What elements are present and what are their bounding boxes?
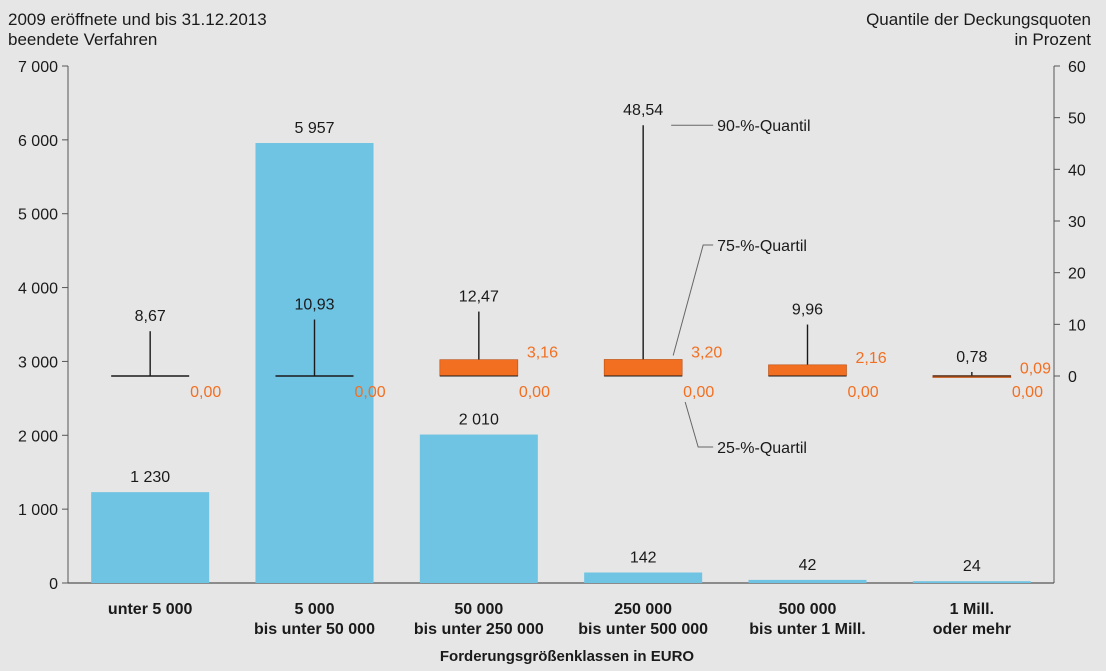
category-label: 500 000 [779, 601, 837, 618]
left-axis-tick-label: 0 [49, 576, 58, 593]
bar [748, 579, 867, 583]
right-axis-tick-label: 40 [1068, 162, 1086, 179]
bar [419, 434, 538, 583]
bar [584, 572, 703, 583]
q25-value-label: 0,00 [190, 384, 221, 401]
bar-value-label: 5 957 [294, 120, 334, 137]
left-axis-tick-label: 1 000 [18, 502, 58, 519]
right-axis-tick-label: 10 [1068, 317, 1086, 334]
category-label: bis unter 50 000 [254, 621, 375, 638]
right-axis-title-line2: in Prozent [1014, 30, 1091, 49]
q25-value-label: 0,00 [848, 384, 879, 401]
q75-value-label: 0,09 [1020, 361, 1051, 378]
bar-value-label: 42 [799, 557, 817, 574]
quartile-box [768, 364, 847, 377]
category-label: 5 000 [294, 601, 334, 618]
q75-value-label: 3,20 [691, 344, 722, 361]
right-axis-tick-label: 30 [1068, 214, 1086, 231]
right-axis-tick-label: 60 [1068, 59, 1086, 76]
left-axis-tick-label: 7 000 [18, 59, 58, 76]
quartile-box [439, 359, 519, 377]
category-label: bis unter 250 000 [414, 621, 544, 638]
bar-value-label: 1 230 [130, 469, 170, 486]
bar [91, 492, 210, 583]
q90-value-label: 48,54 [623, 102, 663, 119]
left-axis-title: 2009 eröffnete und bis 31.12.2013 beende… [8, 10, 267, 50]
q90-value-label: 12,47 [459, 289, 499, 306]
bar-value-label: 2 010 [459, 412, 499, 429]
right-axis-tick-label: 50 [1068, 111, 1086, 128]
q25-value-label: 0,00 [1012, 384, 1043, 401]
left-axis-title-line2: beendete Verfahren [8, 30, 158, 49]
q90-value-label: 8,67 [135, 308, 166, 325]
category-label: 250 000 [614, 601, 672, 618]
q90-value-label: 10,93 [294, 297, 334, 314]
annotation-q25-label: 25-%-Quartil [717, 440, 807, 457]
category-label: bis unter 1 Mill. [749, 621, 865, 638]
bar [912, 581, 1031, 583]
right-axis-tick-label: 20 [1068, 266, 1086, 283]
annotation-leader-25 [684, 401, 714, 448]
annotation-q75-label: 75-%-Quartil [717, 238, 807, 255]
left-axis-tick-label: 3 000 [18, 354, 58, 371]
x-axis-title: Forderungsgrößenklassen in EURO [440, 648, 695, 665]
q25-value-label: 0,00 [355, 384, 386, 401]
left-axis-title-line1: 2009 eröffnete und bis 31.12.2013 [8, 10, 267, 29]
category-label: 50 000 [454, 601, 503, 618]
q25-value-label: 0,00 [519, 384, 550, 401]
bar-value-label: 24 [963, 558, 981, 575]
category-label: 1 Mill. [950, 601, 994, 618]
right-axis-title-line1: Quantile der Deckungsquoten [866, 10, 1091, 29]
q90-value-label: 0,78 [956, 349, 987, 366]
q75-value-label: 2,16 [856, 350, 887, 367]
category-label: bis unter 500 000 [578, 621, 708, 638]
right-axis-title: Quantile der Deckungsquoten in Prozent [866, 10, 1091, 50]
left-axis-tick-label: 5 000 [18, 207, 58, 224]
right-axis-tick-label: 0 [1068, 369, 1077, 386]
left-axis-tick-label: 6 000 [18, 133, 58, 150]
q25-value-label: 0,00 [683, 384, 714, 401]
q75-value-label: 3,16 [527, 345, 558, 362]
left-axis-tick-label: 4 000 [18, 281, 58, 298]
left-axis-tick-label: 2 000 [18, 428, 58, 445]
q90-value-label: 9,96 [792, 302, 823, 319]
annotation-q90-label: 90-%-Quantil [717, 118, 810, 135]
bar-value-label: 142 [630, 550, 657, 567]
category-label: unter 5 000 [108, 601, 193, 618]
quartile-box [603, 359, 683, 377]
category-label: oder mehr [933, 621, 1011, 638]
annotation-leader-75 [672, 244, 714, 356]
